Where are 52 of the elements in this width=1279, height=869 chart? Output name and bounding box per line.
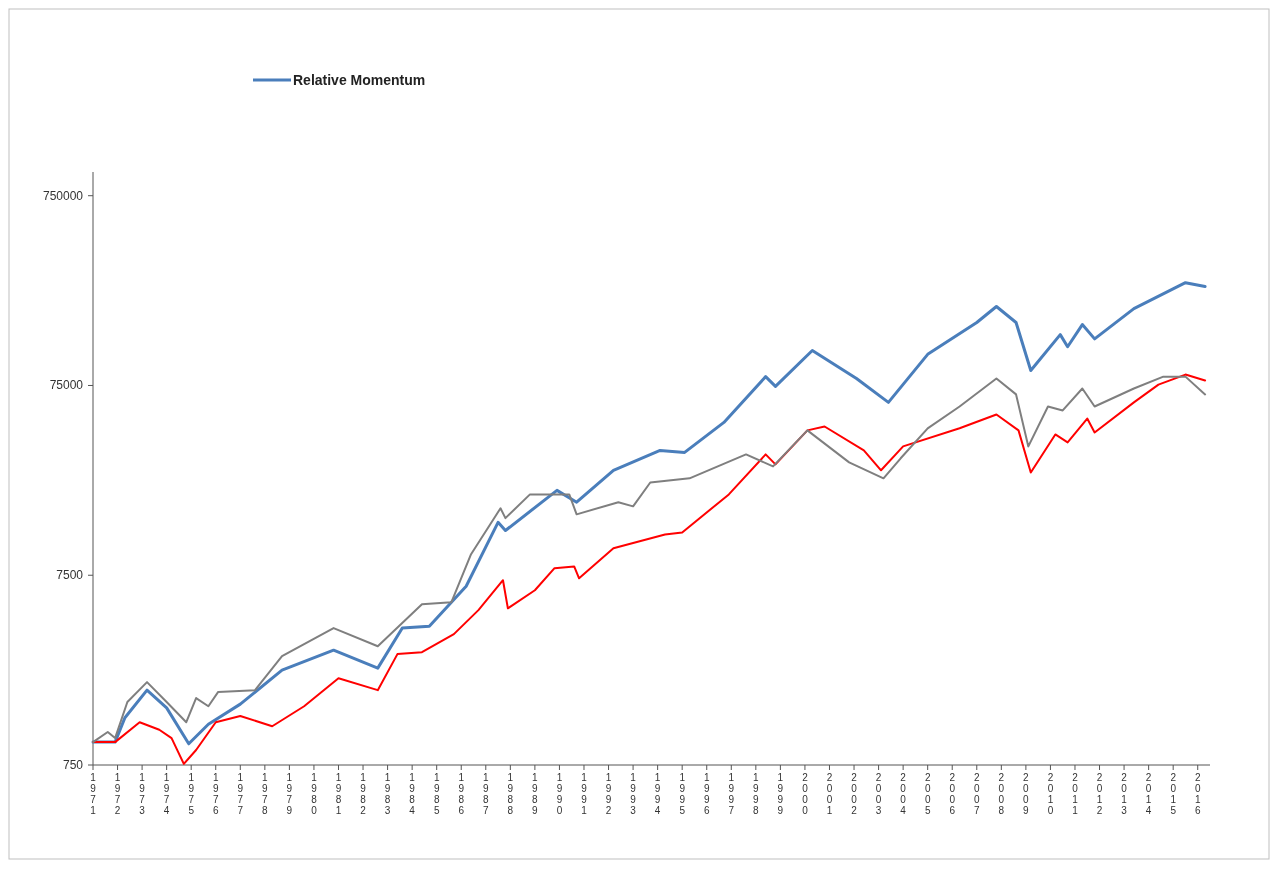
x-tick-label: 2 0 0 6 [949, 772, 956, 816]
x-tick-label: 2 0 0 7 [974, 772, 980, 816]
line-series [91, 281, 1207, 746]
x-tick-label: 1 9 8 7 [483, 772, 490, 816]
x-tick-label: 2 0 0 5 [924, 772, 931, 816]
x-tick-label: 1 9 7 5 [188, 772, 195, 816]
x-tick-label: 1 9 8 2 [360, 772, 367, 816]
x-tick-label: 1 9 7 1 [90, 772, 97, 816]
x-tick-label: 1 9 9 8 [753, 772, 760, 816]
x-tick-label: 1 9 8 6 [458, 772, 465, 816]
x-tick-label: 2 0 1 0 [1047, 772, 1054, 816]
x-tick-label: 1 9 8 4 [409, 772, 416, 816]
x-tick-label: 2 0 0 2 [851, 772, 858, 816]
x-tick-label: 1 9 7 4 [163, 772, 170, 816]
x-tick-label: 2 0 0 4 [900, 772, 907, 816]
x-tick-label: 2 0 1 6 [1194, 772, 1201, 816]
x-tick-label: 1 9 9 3 [630, 772, 637, 816]
x-tick-label: 1 9 9 2 [605, 772, 612, 816]
x-tick-label: 2 0 0 1 [826, 772, 833, 816]
x-tick-label: 1 9 7 2 [114, 772, 121, 816]
y-tick-label: 750 [62, 758, 84, 772]
x-tick-label: 2 0 0 8 [998, 772, 1005, 816]
x-tick-label: 1 9 9 4 [654, 772, 661, 816]
x-tick-label: 1 9 8 8 [507, 772, 514, 816]
x-tick-label: 1 9 9 9 [777, 772, 784, 816]
x-tick-label: 1 9 9 1 [581, 772, 588, 816]
x-tick-label: 2 0 1 4 [1145, 772, 1152, 816]
x-tick-label: 1 9 7 3 [139, 772, 146, 816]
y-tick-label: 7500 [56, 568, 84, 583]
x-tick-label: 2 0 1 3 [1121, 772, 1128, 816]
x-tick-label: 1 9 9 5 [679, 772, 686, 816]
x-tick-label: 2 0 1 5 [1170, 772, 1177, 816]
x-tick-label: 1 9 8 9 [532, 772, 539, 816]
x-tick-label: 2 0 0 9 [1023, 772, 1030, 816]
x-tick-label: 1 9 8 5 [433, 772, 440, 816]
x-tick-label: 1 9 9 7 [728, 772, 735, 816]
x-tick-label: 1 9 7 8 [262, 772, 269, 816]
y-tick-label: 75000 [49, 378, 84, 393]
x-tick-label: 1 9 8 1 [335, 772, 342, 816]
x-tick-label: 1 9 9 0 [556, 772, 563, 816]
x-tick-label: 2 0 1 2 [1096, 772, 1103, 816]
x-tick-label: 1 9 7 6 [212, 772, 219, 816]
x-tick-label: 1 9 8 3 [384, 772, 391, 816]
legend-label: Relative Momentum [293, 72, 426, 88]
x-tick-label: 1 9 7 9 [286, 772, 293, 816]
x-tick-label: 1 9 7 7 [237, 772, 244, 816]
x-tick-label: 2 0 0 0 [802, 772, 809, 816]
x-tick-label: 1 9 8 0 [311, 772, 318, 816]
x-tick-label: 2 0 1 1 [1072, 772, 1079, 816]
x-tick-label: 1 9 9 6 [703, 772, 710, 816]
x-tick-label: 2 0 0 3 [875, 772, 882, 816]
y-tick-label: 750000 [42, 188, 84, 203]
